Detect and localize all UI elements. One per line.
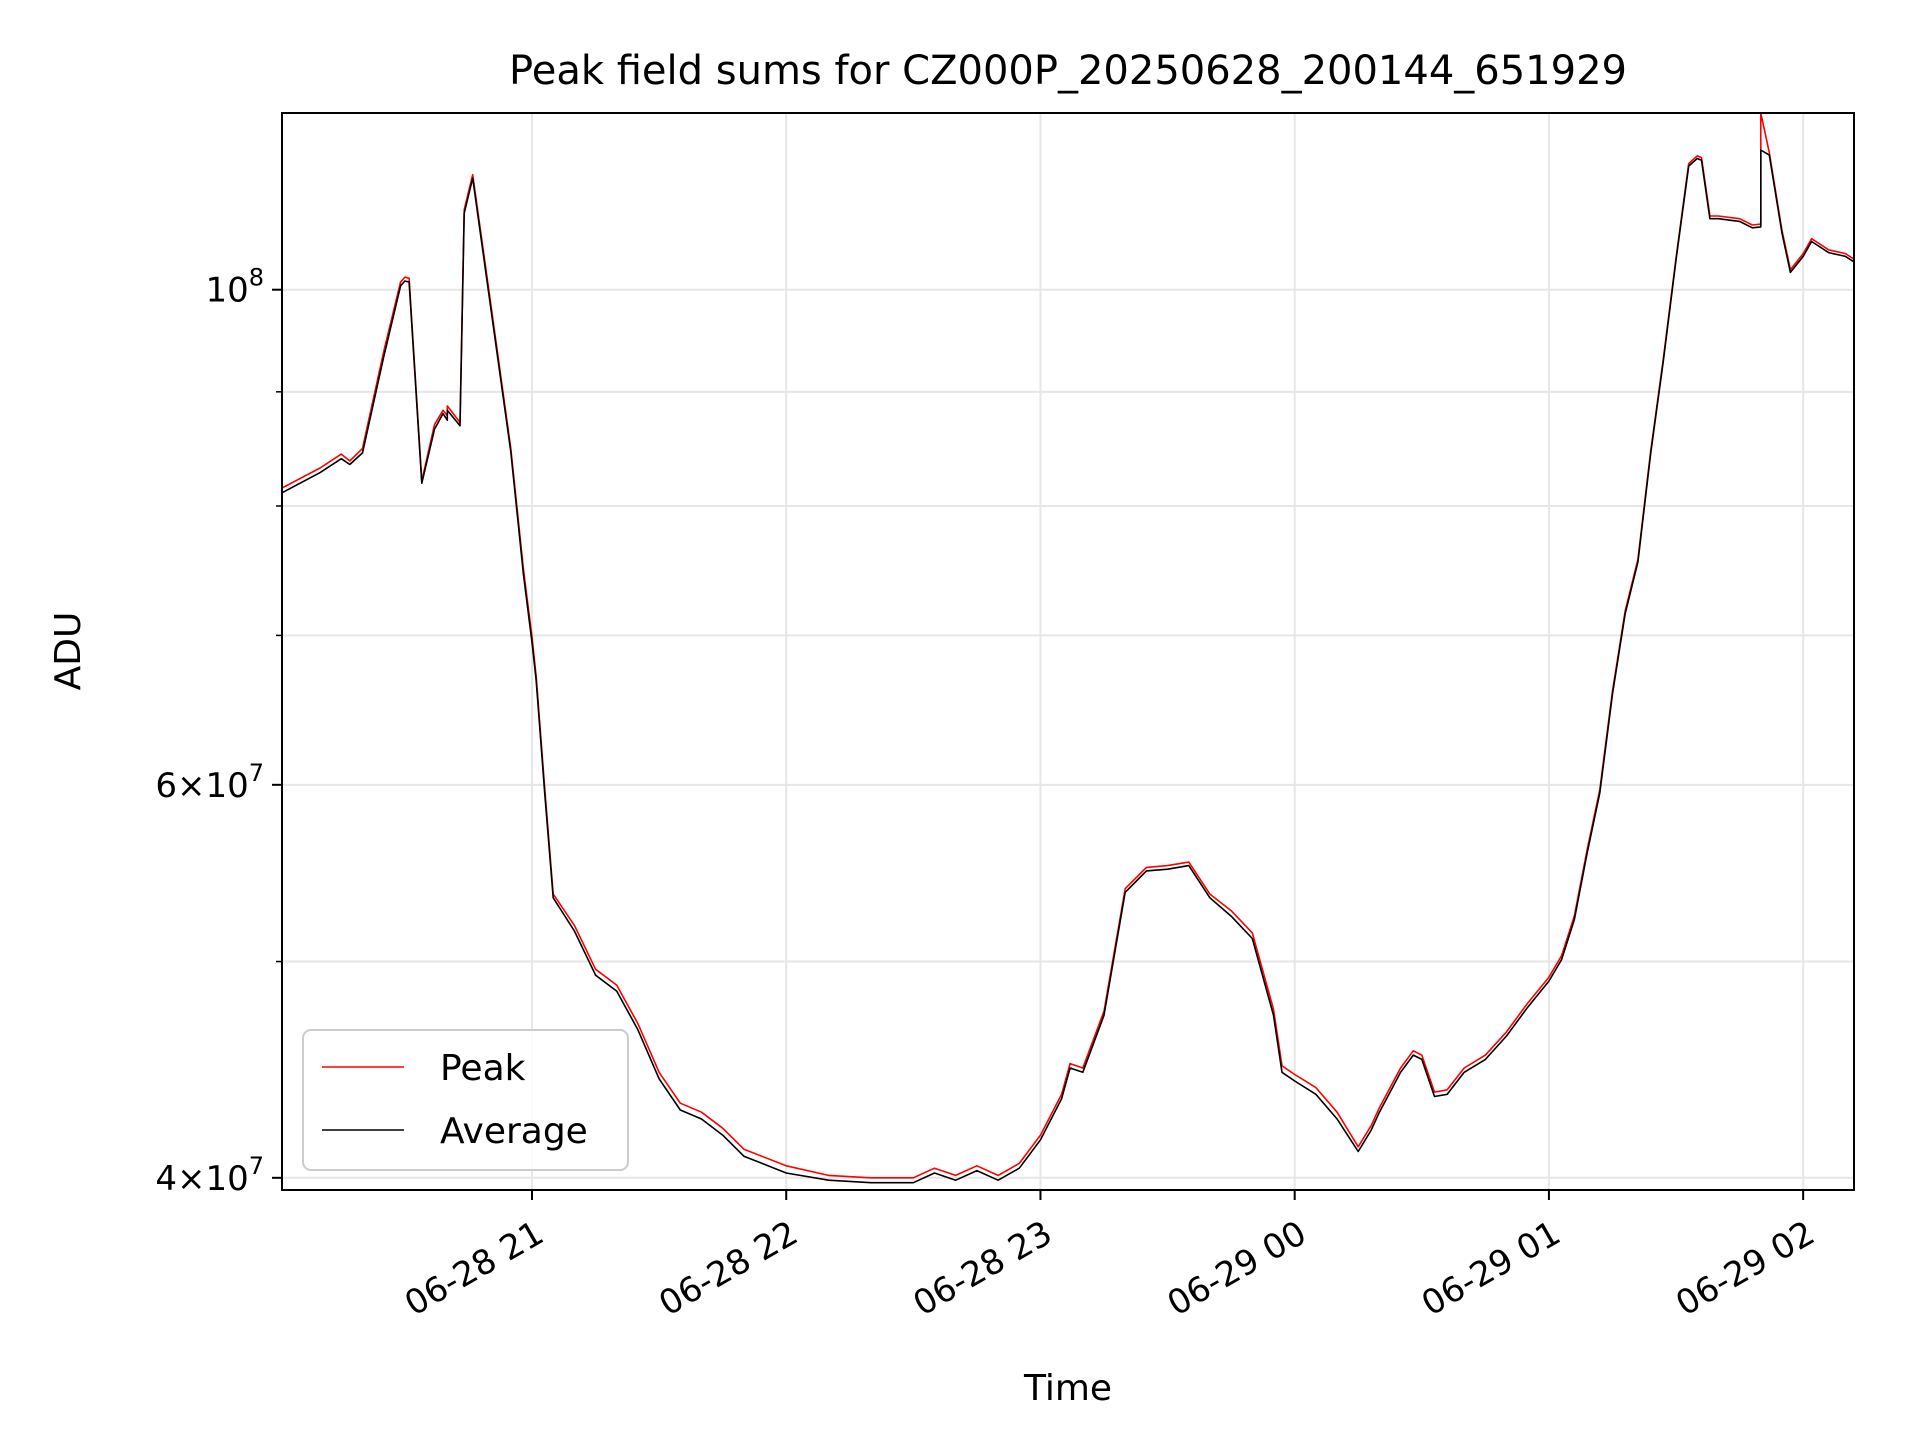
y-tick-exponent: 7: [249, 759, 264, 787]
y-tick-label: 108: [205, 264, 264, 311]
x-axis-label: Time: [1023, 1368, 1112, 1409]
y-tick-exponent: 8: [249, 264, 264, 292]
series-layer: [282, 113, 1854, 1184]
y-tick-times: ×: [177, 1159, 206, 1199]
y-tick-mantissa: 6: [155, 766, 177, 806]
y-tick-base: 10: [205, 766, 248, 806]
chart-title: Peak field sums for CZ000P_20250628_2001…: [509, 48, 1627, 94]
y-tick-exponent: 7: [249, 1152, 264, 1180]
y-tick-base: 10: [205, 271, 248, 311]
y-tick-mantissa: 4: [155, 1159, 177, 1199]
y-tick-label: 6×107: [155, 759, 264, 806]
y-tick-times: ×: [177, 766, 206, 806]
y-tick-label: 4×107: [155, 1152, 264, 1199]
legend-label-peak: Peak: [440, 1048, 526, 1089]
legend-box: [302, 1029, 629, 1171]
plot-frame: [281, 112, 1855, 1191]
legend: Peak Average: [302, 1029, 629, 1171]
y-axis-label: ADU: [48, 612, 89, 691]
series-line-average: [282, 149, 1854, 1184]
legend-label-average: Average: [440, 1111, 588, 1152]
y-tick-base: 10: [205, 1159, 248, 1199]
